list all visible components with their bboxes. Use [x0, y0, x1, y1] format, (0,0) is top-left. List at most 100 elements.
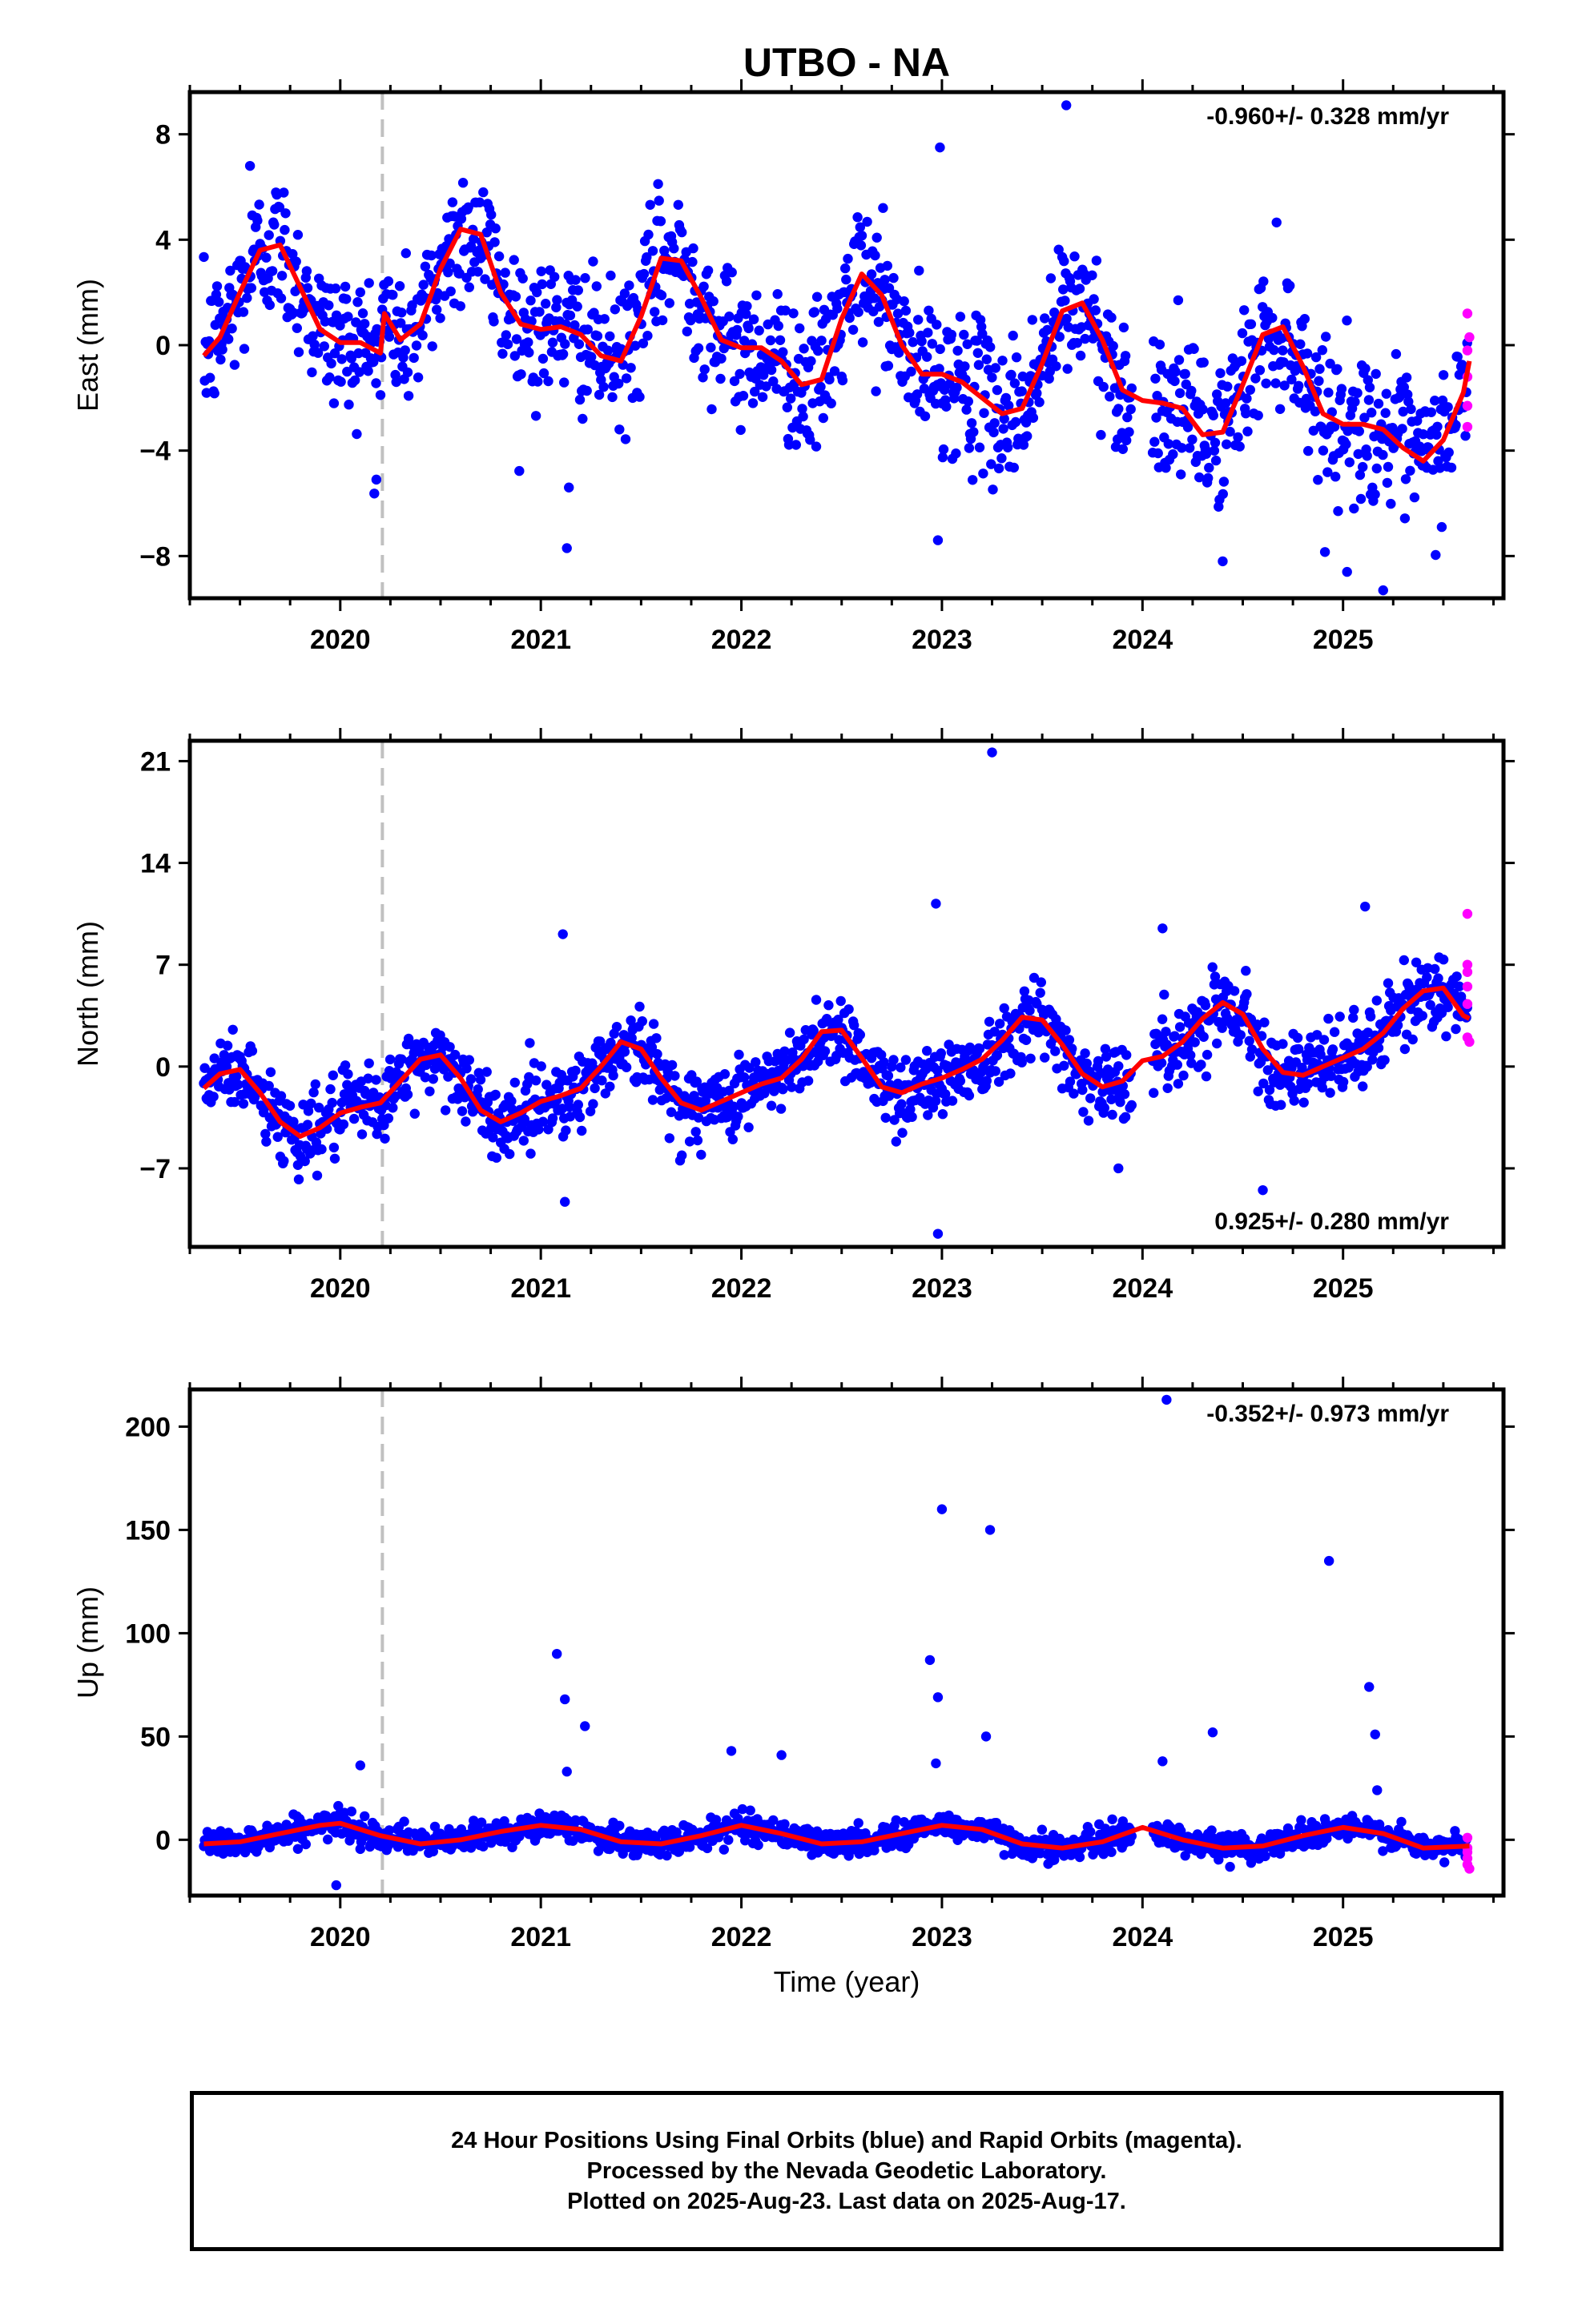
final-orbit-point — [1118, 322, 1129, 333]
final-orbit-point — [264, 300, 275, 311]
final-orbit-point — [1100, 1043, 1111, 1055]
final-orbit-point — [320, 316, 331, 327]
final-orbit-point — [493, 251, 505, 262]
final-orbit-point — [993, 1076, 1004, 1088]
final-orbit-point — [964, 443, 975, 453]
final-orbit-point-outlier — [932, 535, 944, 545]
final-orbit-point — [605, 1081, 615, 1092]
final-orbit-point — [743, 323, 754, 334]
final-orbit-point — [654, 195, 664, 206]
final-orbit-point — [1242, 393, 1252, 404]
final-orbit-point-outlier — [984, 1525, 996, 1535]
final-orbit-point — [1441, 1031, 1451, 1042]
final-orbit-point — [525, 296, 536, 306]
final-orbit-point — [908, 337, 918, 348]
final-orbit-point — [897, 1128, 908, 1138]
final-orbit-point — [880, 1112, 891, 1124]
final-orbit-point — [753, 1839, 763, 1851]
final-orbit-point — [1050, 1046, 1061, 1056]
final-orbit-point — [1401, 372, 1412, 383]
final-orbit-point — [1085, 1827, 1096, 1837]
y-axis-label-north: North (mm) — [71, 921, 104, 1067]
final-orbit-point — [986, 459, 996, 469]
final-orbit-point — [1452, 352, 1463, 362]
final-orbit-point — [402, 367, 413, 378]
final-orbit-point — [536, 1061, 546, 1072]
final-orbit-point — [274, 202, 285, 212]
final-orbit-point — [779, 1819, 790, 1829]
final-orbit-point — [1107, 1109, 1117, 1120]
final-orbit-point — [621, 1062, 632, 1072]
final-orbit-point — [782, 402, 792, 412]
final-orbit-point — [577, 1125, 587, 1136]
axes-frame-up — [187, 1387, 1506, 1898]
final-orbit-point — [1349, 503, 1359, 514]
final-orbit-point — [541, 1080, 552, 1090]
final-orbit-point — [815, 381, 826, 392]
final-orbit-point — [1204, 462, 1214, 473]
final-orbit-point — [534, 307, 545, 317]
final-orbit-point — [400, 345, 410, 356]
final-orbit-point — [1430, 963, 1440, 975]
final-orbit-point — [1124, 427, 1134, 437]
final-orbit-point — [323, 1834, 333, 1845]
final-orbit-point — [959, 329, 969, 340]
final-orbit-point — [1336, 384, 1347, 394]
final-orbit-point — [537, 279, 547, 290]
final-orbit-point-outlier — [924, 1655, 936, 1666]
final-orbit-point — [677, 1150, 687, 1160]
final-orbit-point — [1418, 429, 1429, 440]
final-orbit-point — [813, 345, 823, 356]
rapid-orbit-point — [1462, 400, 1473, 411]
final-orbit-point — [853, 307, 863, 317]
final-orbit-point — [878, 203, 888, 213]
final-orbit-point — [390, 1091, 401, 1102]
final-orbit-point — [614, 1820, 625, 1831]
final-orbit-point — [708, 296, 719, 307]
final-orbit-point — [927, 339, 938, 349]
final-orbit-point — [588, 1099, 598, 1109]
final-orbit-point — [344, 400, 354, 410]
final-orbit-point — [1298, 1097, 1309, 1108]
final-orbit-point — [375, 390, 386, 400]
final-orbit-point — [992, 384, 1003, 396]
x-axis-label: Time (year) — [774, 1965, 920, 1998]
final-orbit-point — [937, 452, 948, 463]
final-orbit-point — [1392, 1020, 1403, 1031]
final-orbit-point — [1106, 1094, 1117, 1105]
final-orbit-point-outlier — [1161, 1394, 1172, 1405]
rapid-orbit-point — [1464, 332, 1475, 343]
final-orbit-point — [1034, 397, 1045, 408]
final-orbit-point — [706, 404, 717, 415]
final-orbit-point — [530, 411, 541, 421]
final-orbit-point — [461, 1116, 471, 1127]
final-orbit-point — [1008, 462, 1020, 473]
final-orbit-point — [932, 1065, 943, 1076]
final-orbit-point — [552, 295, 562, 305]
final-orbit-point — [880, 275, 890, 285]
final-orbit-point — [1153, 448, 1163, 459]
final-orbit-point — [840, 263, 851, 274]
final-orbit-point — [364, 278, 374, 288]
final-orbit-point — [745, 1805, 755, 1815]
final-orbit-point — [922, 352, 932, 362]
final-orbit-point — [565, 1112, 576, 1122]
final-orbit-point — [716, 353, 727, 364]
final-orbit-point — [1105, 392, 1115, 402]
final-orbit-point — [1209, 445, 1220, 456]
final-orbit-point — [221, 1061, 232, 1072]
y-tick-label: 21 — [140, 746, 171, 777]
final-orbit-point — [1438, 370, 1449, 380]
final-orbit-point — [1258, 1078, 1269, 1089]
final-orbit-point — [997, 356, 1008, 366]
y-axis-label-up: Up (mm) — [71, 1586, 104, 1699]
final-orbit-point — [798, 411, 808, 422]
final-orbit-point — [1210, 455, 1222, 466]
final-orbit-point — [514, 465, 525, 476]
final-orbit-point — [766, 364, 777, 376]
final-orbit-point — [1383, 461, 1394, 472]
final-orbit-point — [1029, 972, 1040, 983]
final-orbit-point — [1332, 364, 1342, 374]
final-orbit-point — [765, 335, 776, 346]
final-orbit-point — [1431, 429, 1442, 440]
